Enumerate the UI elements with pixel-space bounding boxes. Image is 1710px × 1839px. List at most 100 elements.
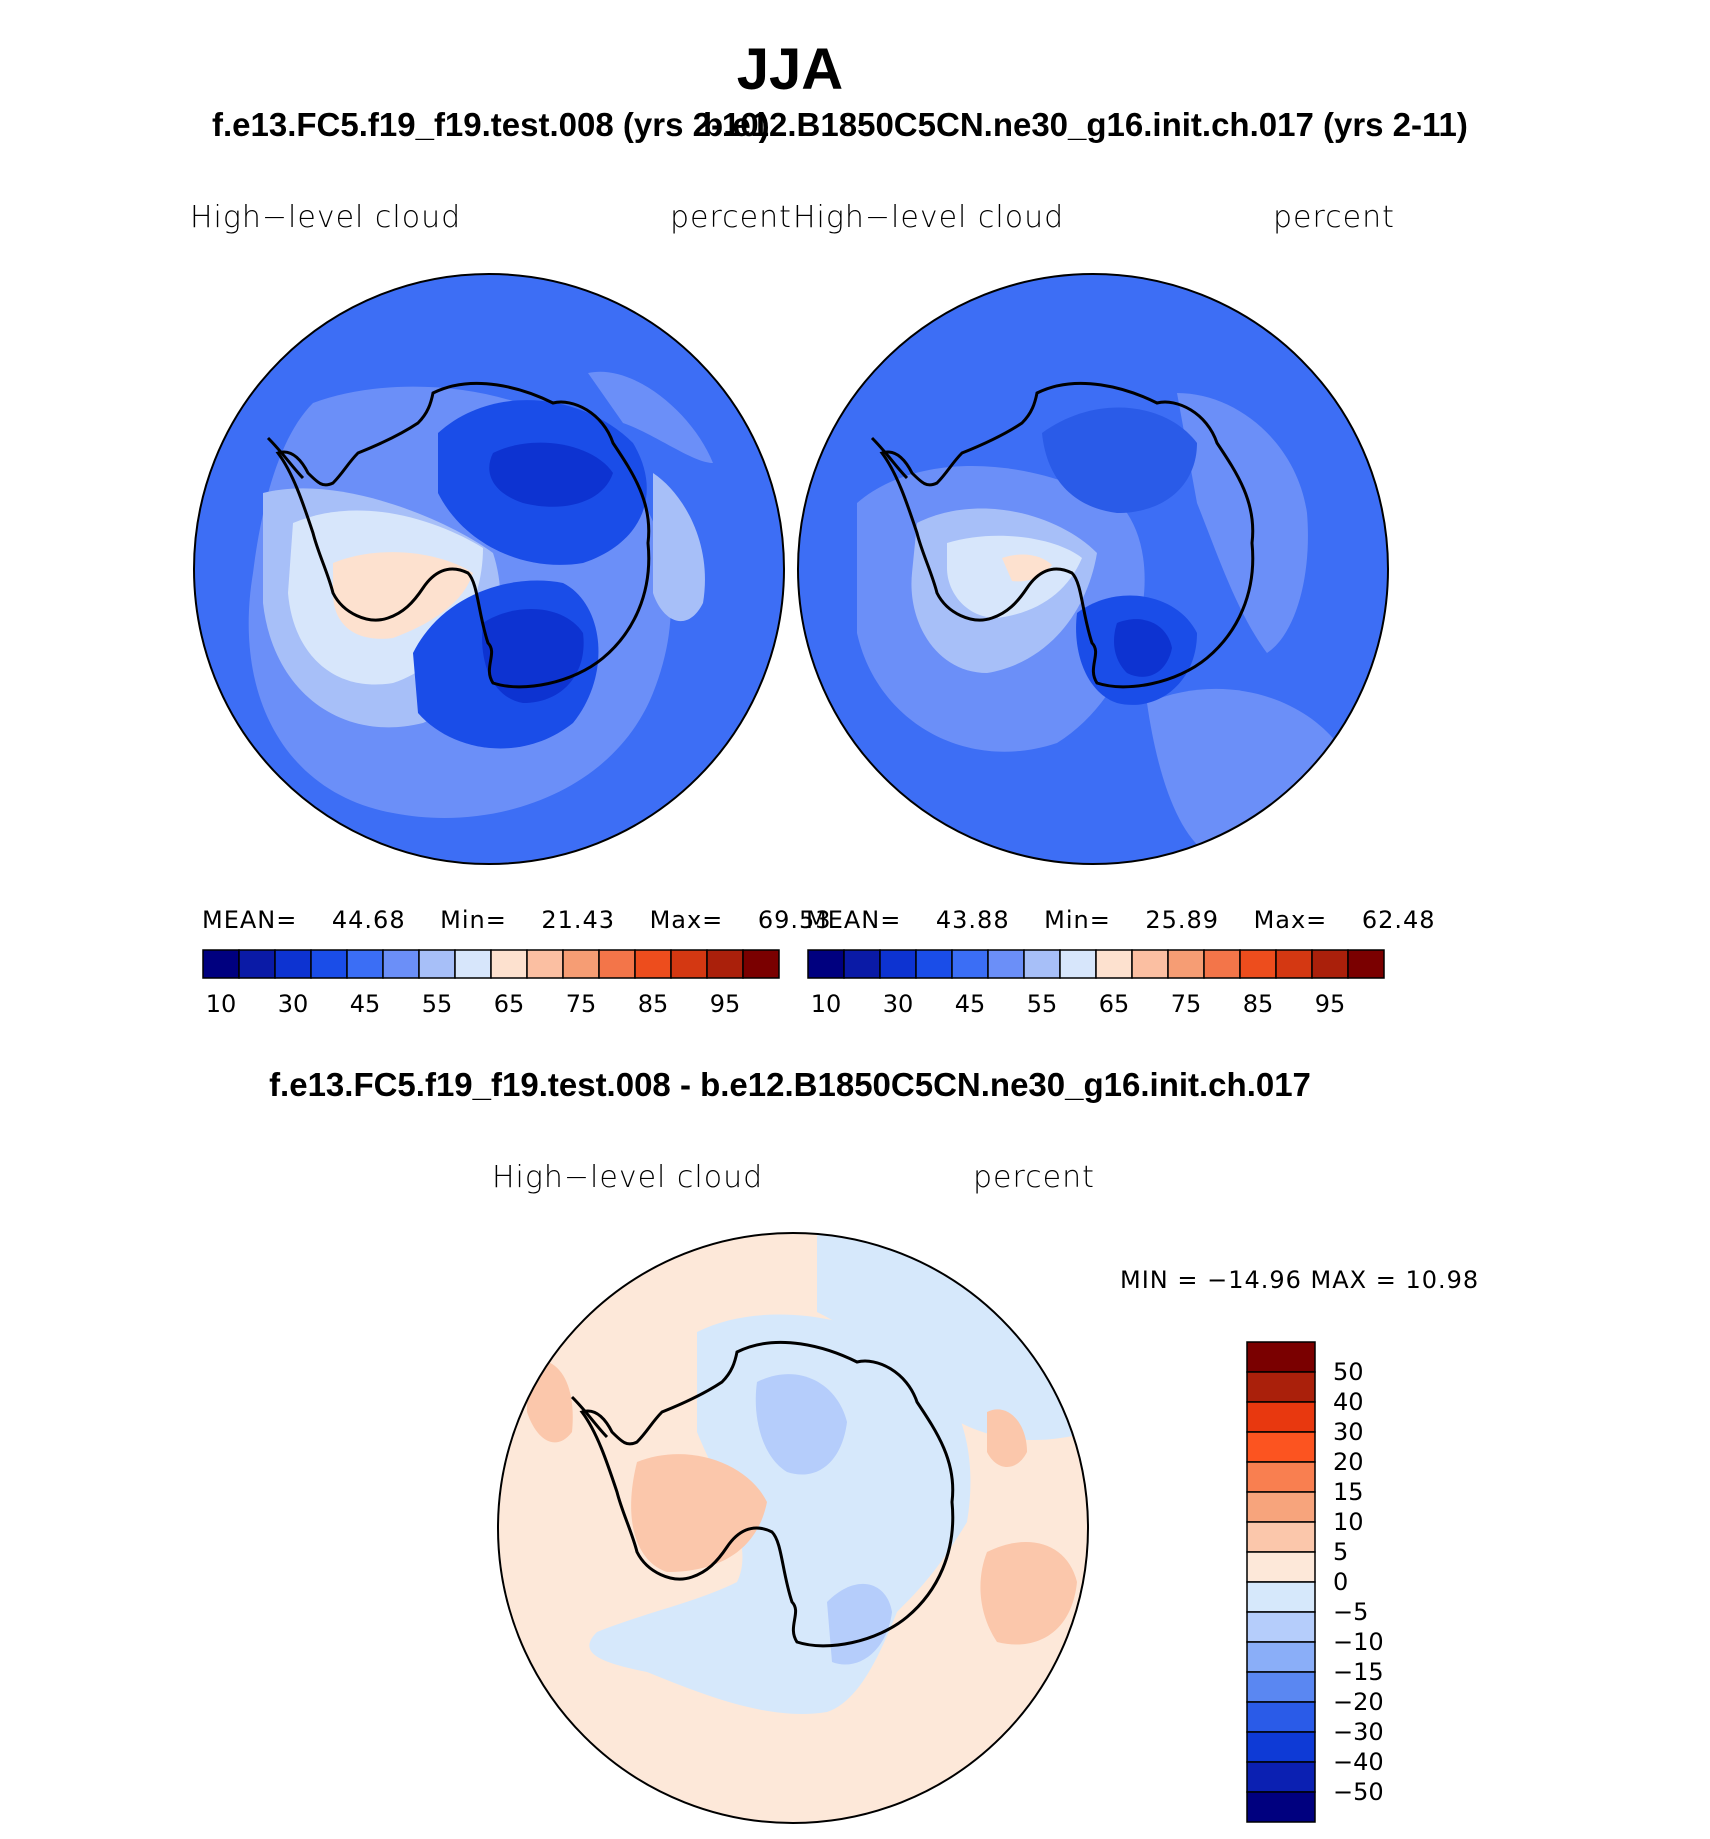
left-colorbar-tick-label: 55 xyxy=(422,990,453,1018)
diff-colorbar-swatch xyxy=(1246,1761,1316,1793)
diff-colorbar-tick-label: −10 xyxy=(1333,1628,1384,1656)
left-antarctica-coast xyxy=(275,381,651,689)
right-colorbar-swatch xyxy=(1275,949,1313,979)
right-colorbar-swatch xyxy=(1131,949,1169,979)
diff-colorbar-swatch xyxy=(1246,1491,1316,1523)
right-max-value: 62.48 xyxy=(1361,906,1436,934)
diff-colorbar-swatch xyxy=(1246,1371,1316,1403)
diff-colorbar-tick-label: 5 xyxy=(1333,1538,1348,1566)
left-colorbar-swatch xyxy=(382,949,420,979)
right-colorbar-swatch xyxy=(1347,949,1385,979)
right-colorbar-swatch xyxy=(1203,949,1241,979)
diff-colorbar-swatch xyxy=(1246,1581,1316,1613)
left-case-title: f.e13.FC5.f19_f19.test.008 (yrs 2-10) xyxy=(212,106,770,143)
right-colorbar-swatch xyxy=(879,949,917,979)
right-colorbar-tick-label: 45 xyxy=(955,990,986,1018)
diff-colorbar-swatch xyxy=(1246,1671,1316,1703)
right-field-band xyxy=(1177,393,1308,653)
diff-colorbar-swatch xyxy=(1246,1521,1316,1553)
left-polar-map xyxy=(193,273,785,865)
left-mean-label: MEAN= xyxy=(202,906,298,934)
diff-colorbar-tick-label: −15 xyxy=(1333,1658,1384,1686)
diff-colorbar-swatch xyxy=(1246,1701,1316,1733)
right-colorbar-swatch xyxy=(951,949,989,979)
right-colorbar-tick-label: 65 xyxy=(1099,990,1130,1018)
left-colorbar-swatch xyxy=(418,949,456,979)
left-field-band xyxy=(588,371,713,463)
right-mean-value: 43.88 xyxy=(935,906,1010,934)
right-stats: MEAN= 43.88 Min= 25.89 Max= 62.48 xyxy=(806,906,1436,934)
right-units-label: percent xyxy=(1273,200,1395,235)
left-units-label: percent xyxy=(670,200,792,235)
diff-colorbar-tick-label: −40 xyxy=(1333,1748,1384,1776)
left-colorbar-tick-label: 85 xyxy=(638,990,669,1018)
left-peninsula-coast xyxy=(266,436,305,480)
difference-polar-map xyxy=(497,1232,1089,1824)
diff-field-band xyxy=(755,1374,847,1475)
right-colorbar-swatch xyxy=(1023,949,1061,979)
diff-colorbar-swatch xyxy=(1246,1461,1316,1493)
diff-colorbar-tick-label: 20 xyxy=(1333,1448,1364,1476)
right-colorbar-swatch xyxy=(1059,949,1097,979)
diff-colorbar-swatch xyxy=(1246,1341,1316,1373)
right-colorbar-swatch xyxy=(915,949,953,979)
left-colorbar-swatch xyxy=(598,949,636,979)
left-colorbar-swatch xyxy=(202,949,240,979)
left-colorbar-tick-label: 75 xyxy=(566,990,597,1018)
diff-colorbar-tick-label: −5 xyxy=(1333,1598,1368,1626)
diff-colorbar-tick-label: −50 xyxy=(1333,1778,1384,1806)
right-colorbar: 10 30 45 55 65 75 85 95 xyxy=(807,949,1385,1018)
left-field-band xyxy=(489,442,613,507)
diff-field-band xyxy=(987,1409,1027,1467)
right-colorbar-swatch xyxy=(1167,949,1205,979)
right-antarctica-coast xyxy=(879,381,1255,689)
right-max-label: Max= xyxy=(1253,906,1328,934)
difference-title: f.e13.FC5.f19_f19.test.008 - b.e12.B1850… xyxy=(269,1066,1311,1103)
left-colorbar-swatch xyxy=(490,949,528,979)
diff-colorbar-swatch xyxy=(1246,1611,1316,1643)
left-colorbar-swatch xyxy=(274,949,312,979)
left-colorbar-tick-label: 10 xyxy=(206,990,237,1018)
right-colorbar-tick-label: 55 xyxy=(1027,990,1058,1018)
left-colorbar-swatch xyxy=(526,949,564,979)
left-colorbar-tick-label: 65 xyxy=(494,990,525,1018)
diff-variable-label: High−level cloud xyxy=(492,1160,764,1195)
season-title: JJA xyxy=(736,37,844,102)
right-colorbar-swatch xyxy=(1239,949,1277,979)
right-colorbar-swatch xyxy=(843,949,881,979)
diff-colorbar-tick-label: 50 xyxy=(1333,1358,1364,1386)
diff-colorbar-swatch xyxy=(1246,1551,1316,1583)
diff-antarctica-coast xyxy=(579,1340,955,1648)
left-max-value: 69.53 xyxy=(757,906,832,934)
left-min-label: Min= xyxy=(440,906,507,934)
diff-units-label: percent xyxy=(973,1160,1095,1195)
right-colorbar-tick-label: 95 xyxy=(1315,990,1346,1018)
right-colorbar-swatch xyxy=(987,949,1025,979)
diff-colorbar-swatch xyxy=(1246,1731,1316,1763)
diff-colorbar-swatch xyxy=(1246,1641,1316,1673)
left-colorbar-tick-label: 30 xyxy=(278,990,309,1018)
diff-colorbar-tick-label: 0 xyxy=(1333,1568,1348,1596)
right-peninsula-coast xyxy=(870,436,909,480)
right-colorbar-swatch xyxy=(1095,949,1133,979)
right-variable-label: High−level cloud xyxy=(793,200,1065,235)
left-colorbar-swatch xyxy=(310,949,348,979)
right-colorbar-tick-label: 10 xyxy=(811,990,842,1018)
left-colorbar-tick-label: 95 xyxy=(710,990,741,1018)
left-colorbar-swatch xyxy=(454,949,492,979)
diff-colorbar-swatch xyxy=(1246,1431,1316,1463)
diff-field-band xyxy=(631,1454,767,1572)
diff-colorbar-tick-label: −30 xyxy=(1333,1718,1384,1746)
left-colorbar-swatch xyxy=(562,949,600,979)
left-stats: MEAN= 44.68 Min= 21.43 Max= 69.53 xyxy=(202,906,832,934)
diff-peninsula-coast xyxy=(570,1395,609,1439)
right-polar-map xyxy=(797,273,1389,865)
diff-colorbar-swatch xyxy=(1246,1401,1316,1433)
left-colorbar: 10 30 45 55 65 75 85 95 xyxy=(202,949,780,1018)
diff-colorbar-tick-label: 30 xyxy=(1333,1418,1364,1446)
right-colorbar-tick-label: 75 xyxy=(1171,990,1202,1018)
left-colorbar-swatch xyxy=(238,949,276,979)
left-colorbar-tick-label: 45 xyxy=(350,990,381,1018)
right-min-label: Min= xyxy=(1044,906,1111,934)
left-map-border xyxy=(193,273,785,865)
